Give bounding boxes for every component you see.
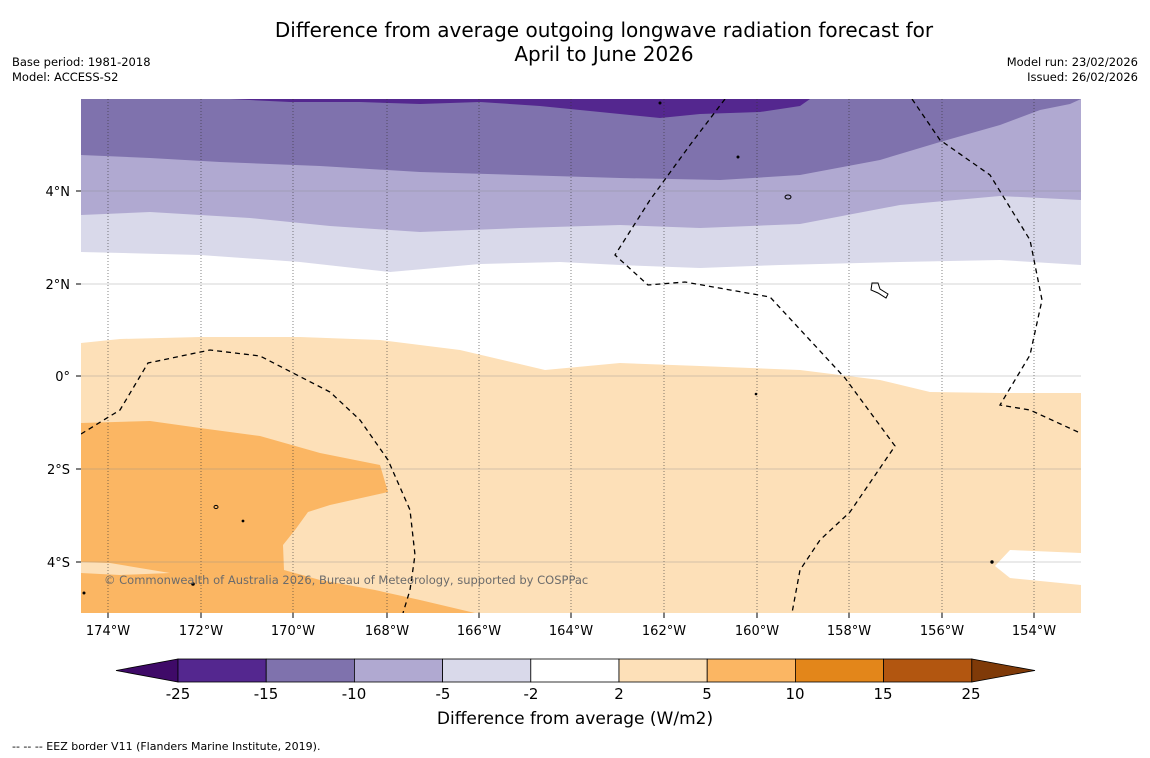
eez-border-west bbox=[81, 349, 416, 613]
lat-label: 2°N bbox=[46, 278, 71, 293]
meta-left: Base period: 1981-2018 Model: ACCESS-S2 bbox=[12, 55, 151, 85]
axis-ticks bbox=[76, 190, 1035, 618]
colorbar-tick-label: 2 bbox=[614, 685, 624, 703]
lat-label: 4°N bbox=[46, 185, 71, 200]
colorbar-tick-label: 10 bbox=[785, 685, 804, 703]
lon-label: 166°W bbox=[457, 624, 501, 639]
latitude-labels: 4°N 2°N 0° 2°S 4°S bbox=[46, 185, 71, 571]
colorbar-tick-label: -15 bbox=[254, 685, 279, 703]
colorbar-tick-label: -25 bbox=[166, 685, 191, 703]
colorbar-tick-label: 5 bbox=[702, 685, 712, 703]
islands bbox=[82, 101, 994, 595]
lat-label: 2°S bbox=[47, 463, 70, 478]
longitude-labels: 174°W 172°W 170°W 168°W 166°W 164°W 162°… bbox=[86, 624, 1056, 639]
island-8 bbox=[754, 392, 758, 396]
eez-borders bbox=[81, 99, 1079, 613]
colorbar-segment bbox=[353, 658, 443, 683]
colorbar-segment bbox=[618, 658, 708, 683]
colorbar-extend-min bbox=[115, 658, 179, 683]
island-1 bbox=[784, 194, 792, 200]
colorbar-segment bbox=[795, 658, 885, 683]
colorbar-tick-label: 15 bbox=[873, 685, 892, 703]
lon-label: 172°W bbox=[179, 624, 223, 639]
colorbar-tick-label: 25 bbox=[961, 685, 980, 703]
island-4 bbox=[241, 519, 245, 523]
colorbar-segment bbox=[177, 658, 267, 683]
colorbar-segment bbox=[883, 658, 973, 683]
lon-label: 158°W bbox=[827, 624, 871, 639]
base-period: Base period: 1981-2018 bbox=[12, 55, 151, 69]
meta-right: Model run: 23/02/2026 Issued: 26/02/2026 bbox=[1007, 55, 1138, 85]
island-7 bbox=[658, 101, 662, 105]
colorbar-tick-labels: -25 -15 -10 -5 -2 2 5 10 15 25 bbox=[166, 685, 981, 703]
colorbar-segment bbox=[530, 658, 620, 683]
lat-label: 4°S bbox=[47, 556, 70, 571]
colorbar bbox=[115, 658, 1036, 683]
title-line-2: April to June 2026 bbox=[514, 42, 694, 66]
lon-label: 168°W bbox=[365, 624, 409, 639]
model-run: Model run: 23/02/2026 bbox=[1006, 55, 1138, 69]
island-3 bbox=[213, 504, 219, 510]
lon-label: 160°W bbox=[735, 624, 779, 639]
colorbar-segment bbox=[706, 658, 796, 683]
map-copyright: © Commonwealth of Australia 2026, Bureau… bbox=[104, 573, 588, 587]
colorbar-tick-label: -5 bbox=[436, 685, 451, 703]
title-line-1: Difference from average outgoing longwav… bbox=[274, 18, 934, 42]
island-10 bbox=[82, 591, 86, 595]
colorbar-title: Difference from average (W/m2) bbox=[436, 709, 714, 729]
footnote: -- -- -- EEZ border V11 (Flanders Marine… bbox=[12, 740, 321, 753]
lon-label: 156°W bbox=[920, 624, 964, 639]
island-6 bbox=[736, 155, 740, 159]
colorbar-segment bbox=[265, 658, 355, 683]
lon-label: 164°W bbox=[549, 624, 593, 639]
lat-label: 0° bbox=[55, 370, 70, 385]
island-5 bbox=[191, 582, 195, 586]
colorbar-extend-max bbox=[971, 658, 1036, 683]
model-name: Model: ACCESS-S2 bbox=[12, 70, 119, 84]
lon-label: 162°W bbox=[642, 624, 686, 639]
band-minus-10-to-minus-15 bbox=[81, 99, 1081, 180]
lon-label: 174°W bbox=[86, 624, 130, 639]
lon-label: 170°W bbox=[271, 624, 315, 639]
colorbar-tick-label: -2 bbox=[524, 685, 539, 703]
chart-title: Difference from average outgoing longwav… bbox=[0, 18, 1150, 66]
band-plus-2-to-plus-5 bbox=[81, 337, 1081, 613]
band-minus-15-to-minus-25 bbox=[230, 99, 810, 118]
island-9 bbox=[990, 560, 994, 564]
colorbar-segment bbox=[442, 658, 532, 683]
issued-date: Issued: 26/02/2026 bbox=[1027, 70, 1138, 84]
colorbar-tick-label: -10 bbox=[342, 685, 367, 703]
latitude-gridlines bbox=[81, 190, 1081, 563]
island-2 bbox=[870, 282, 889, 299]
lon-label: 154°W bbox=[1012, 624, 1056, 639]
anomaly-field bbox=[81, 99, 1081, 613]
